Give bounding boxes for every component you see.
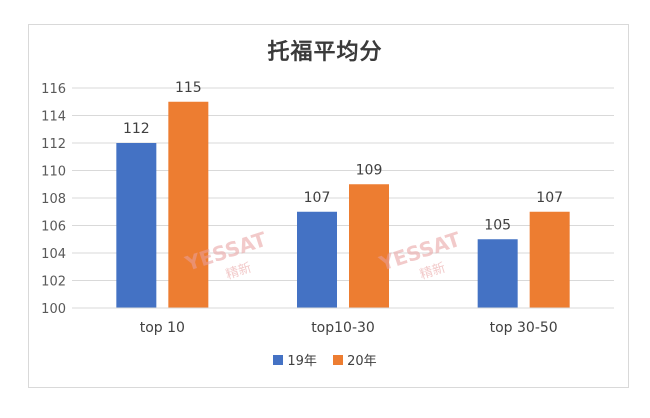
bar bbox=[529, 211, 570, 308]
y-tick-label: 114 bbox=[41, 110, 66, 125]
x-tick-label: top 30-50 bbox=[490, 320, 558, 336]
legend-swatch-19 bbox=[273, 354, 284, 365]
y-tick-label: 106 bbox=[41, 220, 66, 235]
y-tick-label: 104 bbox=[41, 247, 66, 262]
data-label: 105 bbox=[484, 217, 511, 233]
legend-item-19: 19年 bbox=[273, 350, 317, 369]
y-tick-label: 108 bbox=[41, 192, 66, 207]
svg-text:精新: 精新 bbox=[224, 260, 254, 283]
chart-title: 托福平均分 bbox=[267, 40, 383, 65]
x-tick-label: top 10 bbox=[140, 320, 185, 336]
legend-label-20: 20年 bbox=[347, 354, 377, 369]
data-label: 107 bbox=[536, 190, 563, 206]
data-label: 115 bbox=[175, 80, 202, 96]
data-label: 109 bbox=[356, 162, 383, 178]
bar bbox=[477, 239, 518, 308]
bar bbox=[297, 211, 337, 308]
legend-item-20: 20年 bbox=[333, 350, 377, 369]
legend-label-19: 19年 bbox=[287, 354, 317, 369]
legend-swatch-20 bbox=[333, 354, 344, 365]
svg-text:精新: 精新 bbox=[418, 260, 448, 283]
legend: 19年 20年 bbox=[0, 350, 650, 369]
bar bbox=[168, 101, 209, 308]
data-label: 112 bbox=[123, 121, 150, 137]
y-tick-label: 116 bbox=[41, 82, 66, 97]
y-tick-label: 112 bbox=[41, 137, 66, 152]
bar bbox=[349, 184, 389, 308]
y-tick-label: 100 bbox=[41, 302, 66, 317]
x-tick-label: top10-30 bbox=[311, 320, 375, 336]
y-tick-label: 110 bbox=[41, 165, 66, 180]
bar bbox=[116, 143, 157, 308]
y-tick-label: 102 bbox=[41, 275, 66, 290]
data-label: 107 bbox=[304, 190, 331, 206]
